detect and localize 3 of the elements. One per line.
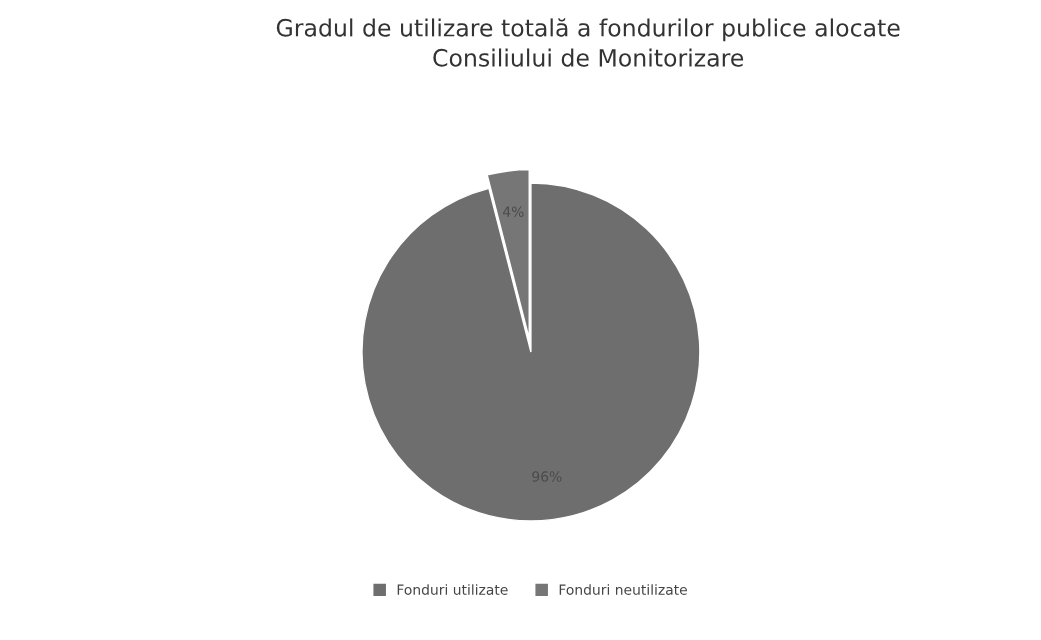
legend-label: Fonduri utilizate xyxy=(397,584,508,595)
legend-label: Fonduri neutilizate xyxy=(559,584,687,595)
chart-title: Gradul de utilizare totală a fondurilor publice alocate Consiliului de Monitorizare xyxy=(276,18,900,67)
